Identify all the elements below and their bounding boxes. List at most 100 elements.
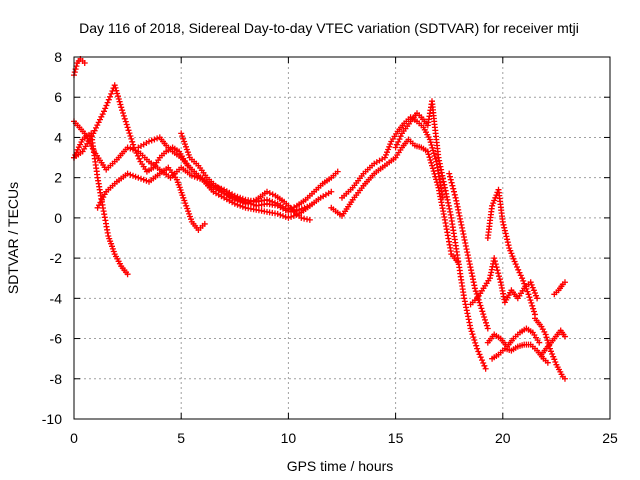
data-point [463,304,470,311]
data-point [154,135,161,142]
data-point [180,135,187,142]
data-point [487,272,494,279]
tick-layer: 0 5 10 15 20 25 -10 -8 -6 -4 -2 0 2 4 6 8 [42,49,618,446]
x-tick-label: 15 [388,430,404,446]
data-point [500,221,507,228]
data-point [111,82,118,89]
data-point [504,236,511,243]
chart-title: Day 116 of 2018, Sidereal Day-to-day VTE… [79,20,579,36]
data-point [468,328,475,335]
data-point [492,194,499,201]
data-point [124,144,131,151]
data-point [451,191,458,198]
data-point [427,139,434,146]
data-point [457,215,464,222]
data-point [492,258,498,265]
data-point [138,175,144,182]
data-point [542,331,549,338]
data-point [124,271,131,278]
data-point [439,172,446,179]
data-point [306,216,313,223]
y-tick-label: 8 [54,49,62,65]
data-point [447,173,453,180]
data-point [128,135,135,142]
data-point [132,147,139,154]
data-point [182,200,189,207]
data-point [231,196,238,203]
data-point [544,337,551,344]
data-point [115,96,122,102]
data-point [234,197,241,204]
data-point [484,325,491,332]
data-point [450,185,457,192]
data-point [478,305,485,312]
data-point [135,174,142,181]
data-point [191,173,198,180]
data-point [269,191,276,198]
series-track-12 [467,255,541,308]
data-point [491,255,498,262]
data-point [432,155,439,162]
y-tick-label: 6 [54,89,62,105]
data-point [525,291,532,298]
data-point [526,294,533,301]
data-point [148,137,155,144]
data-point [178,130,185,137]
data-point [472,339,479,346]
data-point [455,209,462,216]
data-point [474,345,481,352]
data-point [505,242,512,249]
data-point [112,84,119,91]
data-point [386,143,393,150]
data-point [482,316,488,323]
data-point [471,337,478,343]
data-point [530,305,537,312]
data-point [469,331,476,338]
data-point [492,261,499,268]
y-tick-label: -6 [50,331,63,347]
data-point [124,170,131,177]
data-point [188,216,194,223]
x-tick-label: 25 [602,430,618,446]
data-point [429,165,436,172]
data-point [122,118,129,125]
data-point [183,143,189,150]
series-track-13 [484,186,538,318]
data-point [187,213,193,220]
data-point [116,98,123,105]
data-point [449,182,456,189]
data-point [528,281,535,288]
data-point [437,163,444,170]
y-tick-label: 2 [54,170,62,186]
data-point [523,285,530,292]
data-point [453,200,460,207]
data-point [328,188,335,195]
data-point [471,285,478,292]
data-point [95,119,102,126]
data-point [516,269,523,276]
data-point [502,230,509,237]
y-tick-label: -4 [50,290,63,306]
data-point [501,224,508,231]
data-point [140,176,147,183]
data-point [188,172,195,179]
data-point [561,375,568,382]
data-point [465,316,472,323]
data-point [436,157,443,164]
x-axis-label: GPS time / hours [287,458,394,474]
data-point [491,197,498,204]
data-point [392,144,399,151]
data-point [561,279,568,286]
data-point [298,214,305,221]
data-point [184,205,191,212]
data-point [384,149,390,156]
data-point [115,93,121,100]
data-point [509,253,516,260]
data-point [514,264,520,270]
data-point [467,264,474,271]
series-track-8 [328,136,461,266]
data-point [552,359,559,365]
y-axis-label: SDTVAR / TECUs [5,182,21,294]
data-point [531,308,537,315]
x-tick-label: 10 [281,430,297,446]
